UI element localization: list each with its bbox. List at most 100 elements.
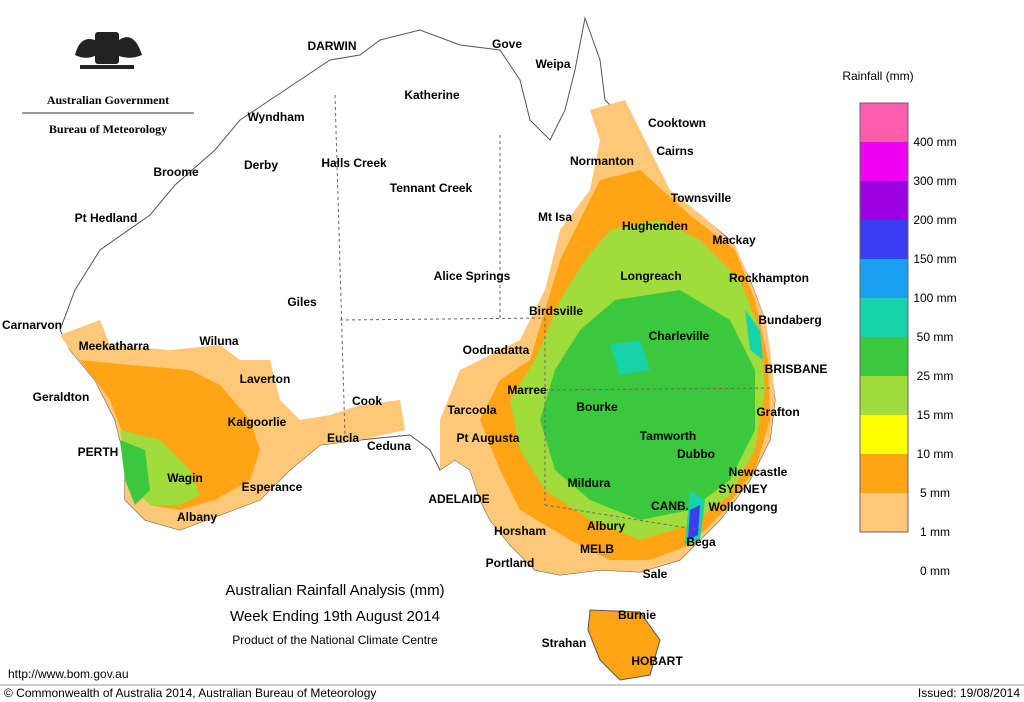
place-label: Oodnadatta <box>463 343 530 357</box>
place-label: Burnie <box>618 608 656 622</box>
legend-title: Rainfall (mm) <box>842 69 913 83</box>
legend-label: 400 mm <box>913 135 956 149</box>
place-label: Tamworth <box>640 429 696 443</box>
place-label: Carnarvon <box>2 318 62 332</box>
place-label: Bega <box>686 535 716 549</box>
map-title: Australian Rainfall Analysis (mm) <box>225 582 444 599</box>
place-label: Longreach <box>620 269 681 283</box>
legend-swatch <box>860 220 908 259</box>
place-label: Cairns <box>656 144 694 158</box>
map-credit: Product of the National Climate Centre <box>232 633 438 647</box>
place-label: Newcastle <box>729 465 788 479</box>
place-label: Charleville <box>649 329 710 343</box>
place-label: Tarcoola <box>447 403 496 417</box>
place-label: Ceduna <box>367 439 411 453</box>
place-label: Weipa <box>535 57 570 71</box>
crest <box>75 32 142 69</box>
legend-label: 300 mm <box>913 174 956 188</box>
legend-swatch <box>860 454 908 493</box>
place-label: Giles <box>287 295 317 309</box>
place-label: Mackay <box>712 233 756 247</box>
footer-issued: Issued: 19/08/2014 <box>918 686 1020 700</box>
place-label: HOBART <box>631 654 683 668</box>
place-label: Horsham <box>494 524 546 538</box>
place-label: Strahan <box>542 636 587 650</box>
place-label: Mt Isa <box>538 210 572 224</box>
place-label: Birdsville <box>529 304 583 318</box>
place-label: CANB. <box>651 499 689 513</box>
place-label: MELB <box>580 542 614 556</box>
header-title: Australian Government <box>47 93 169 107</box>
place-label: Wagin <box>167 471 203 485</box>
place-label: SYDNEY <box>718 482 767 496</box>
legend-label: 0 mm <box>920 564 950 578</box>
legend-swatch <box>860 298 908 337</box>
place-label: Geraldton <box>33 390 90 404</box>
footer-url: http://www.bom.gov.au <box>8 667 129 681</box>
place-label: Gove <box>492 37 522 51</box>
footer-copyright: © Commonwealth of Australia 2014, Austra… <box>4 686 376 700</box>
legend-frame <box>859 102 909 533</box>
rain-100mm <box>688 505 700 540</box>
place-label: Portland <box>486 556 535 570</box>
place-label: Broome <box>153 165 199 179</box>
place-label: Hughenden <box>622 219 688 233</box>
place-label: Cook <box>352 394 382 408</box>
legend-swatch <box>860 181 908 220</box>
place-label: Pt Augusta <box>457 431 520 445</box>
legend-label: 5 mm <box>920 486 950 500</box>
legend-label: 15 mm <box>917 408 954 422</box>
place-label: Albury <box>587 519 625 533</box>
place-label: Kalgoorlie <box>228 415 287 429</box>
legend-label: 25 mm <box>917 369 954 383</box>
place-label: Rockhampton <box>729 271 809 285</box>
legend-swatch <box>860 337 908 376</box>
tasmania <box>587 609 661 681</box>
legend-swatch <box>860 142 908 181</box>
legend: 400 mm 300 mm 200 mm 150 mm 100 mm 50 mm 25 mm… <box>859 102 957 578</box>
map <box>59 16 776 681</box>
place-label: Mildura <box>568 476 611 490</box>
place-labels: DARWIN Gove Weipa Katherine Wyndham Cooktown C… <box>2 37 827 668</box>
legend-swatch <box>860 493 908 532</box>
legend-label: 150 mm <box>913 252 956 266</box>
place-label: Katherine <box>404 88 460 102</box>
place-label: Wiluna <box>199 334 239 348</box>
legend-label: 50 mm <box>917 330 954 344</box>
place-label: Derby <box>244 158 278 172</box>
place-label: Esperance <box>242 480 303 494</box>
place-label: Albany <box>177 510 217 524</box>
place-label: Alice Springs <box>434 269 511 283</box>
place-label: Halls Creek <box>321 156 387 170</box>
rain-50mm <box>610 310 763 545</box>
legend-swatch <box>860 103 908 142</box>
legend-label: 10 mm <box>917 447 954 461</box>
place-label: Bundaberg <box>758 313 821 327</box>
header-subtitle: Bureau of Meteorology <box>49 122 167 136</box>
place-label: Pt Hedland <box>75 211 138 225</box>
place-label: Meekatharra <box>79 339 150 353</box>
legend-label: 100 mm <box>913 291 956 305</box>
place-label: Cooktown <box>648 116 706 130</box>
place-label: Tennant Creek <box>390 181 473 195</box>
legend-label: 1 mm <box>920 525 950 539</box>
place-label: Wollongong <box>708 500 777 514</box>
place-label: ADELAIDE <box>428 492 489 506</box>
rain-wa-25mm <box>120 440 150 505</box>
legend-label: 200 mm <box>913 213 956 227</box>
place-label: Dubbo <box>677 447 715 461</box>
place-label: Laverton <box>240 372 291 386</box>
place-label: BRISBANE <box>765 362 828 376</box>
place-label: Bourke <box>576 400 618 414</box>
state-borders <box>334 94 773 531</box>
place-label: Wyndham <box>247 110 304 124</box>
place-label: Eucla <box>327 431 359 445</box>
place-label: Townsville <box>671 191 732 205</box>
place-label: Marree <box>507 383 547 397</box>
legend-swatch <box>860 376 908 415</box>
place-label: Sale <box>643 567 668 581</box>
place-label: Grafton <box>756 405 799 419</box>
legend-swatch <box>860 259 908 298</box>
map-period: Week Ending 19th August 2014 <box>230 608 440 625</box>
